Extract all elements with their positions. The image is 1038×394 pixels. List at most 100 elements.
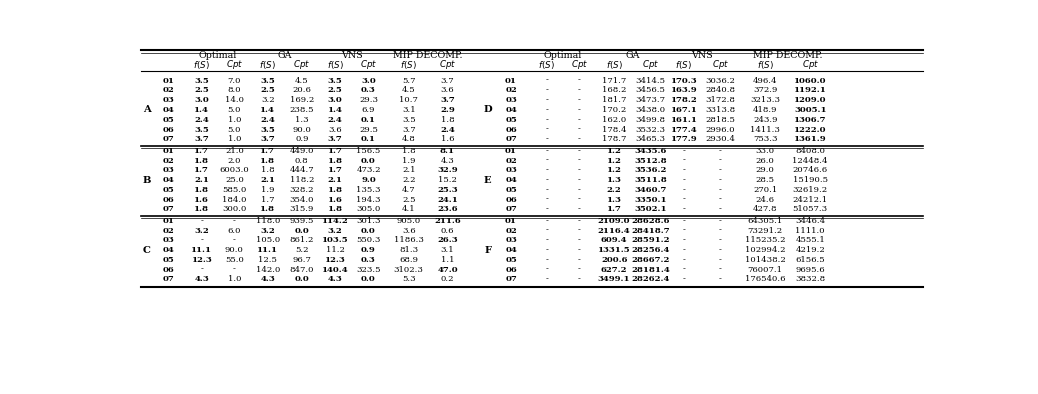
Text: 24.1: 24.1: [437, 196, 458, 204]
Text: 6156.5: 6156.5: [795, 256, 825, 264]
Text: 1.7: 1.7: [194, 166, 210, 174]
Text: 1.8: 1.8: [194, 156, 210, 165]
Text: -: -: [719, 176, 721, 184]
Text: -: -: [545, 186, 548, 194]
Text: -: -: [578, 186, 580, 194]
Text: 28628.6: 28628.6: [631, 217, 670, 225]
Text: 0.1: 0.1: [361, 135, 376, 143]
Text: 21.0: 21.0: [225, 147, 244, 155]
Text: -: -: [682, 246, 685, 254]
Text: E: E: [484, 176, 492, 184]
Text: 3.6: 3.6: [441, 86, 455, 95]
Text: 3.1: 3.1: [402, 106, 415, 114]
Text: 115235.2: 115235.2: [745, 236, 786, 244]
Text: 3313.8: 3313.8: [705, 106, 735, 114]
Text: 905.0: 905.0: [397, 217, 420, 225]
Text: 03: 03: [506, 96, 517, 104]
Text: -: -: [233, 266, 236, 274]
Text: 328.2: 328.2: [290, 186, 315, 194]
Text: 3.0: 3.0: [194, 96, 210, 104]
Text: -: -: [682, 227, 685, 234]
Text: $Cpt$: $Cpt$: [225, 58, 243, 71]
Text: 1.8: 1.8: [328, 205, 343, 214]
Text: 1331.5: 1331.5: [598, 246, 630, 254]
Text: 5.3: 5.3: [402, 275, 415, 283]
Text: 1.7: 1.7: [261, 147, 275, 155]
Text: 0.0: 0.0: [295, 227, 309, 234]
Text: 01: 01: [506, 77, 517, 85]
Text: 73291.2: 73291.2: [747, 227, 783, 234]
Text: 3438.0: 3438.0: [635, 106, 665, 114]
Text: 06: 06: [506, 126, 517, 134]
Text: 02: 02: [506, 86, 517, 95]
Text: 1306.7: 1306.7: [794, 116, 826, 124]
Text: 1.8: 1.8: [261, 156, 275, 165]
Text: MIP DECOMP.: MIP DECOMP.: [393, 51, 463, 60]
Text: 178.2: 178.2: [671, 96, 698, 104]
Text: 3.0: 3.0: [361, 77, 376, 85]
Text: 32.9: 32.9: [437, 166, 458, 174]
Text: -: -: [719, 246, 721, 254]
Text: 06: 06: [163, 126, 174, 134]
Text: -: -: [578, 106, 580, 114]
Text: 3.7: 3.7: [328, 135, 343, 143]
Text: F: F: [485, 245, 491, 255]
Text: 1.1: 1.1: [441, 256, 455, 264]
Text: 03: 03: [506, 236, 517, 244]
Text: 3005.1: 3005.1: [794, 106, 826, 114]
Text: 194.3: 194.3: [356, 196, 381, 204]
Text: 3213.3: 3213.3: [750, 96, 781, 104]
Text: 3.6: 3.6: [328, 126, 342, 134]
Text: 1.3: 1.3: [606, 176, 622, 184]
Text: 90.0: 90.0: [293, 126, 311, 134]
Text: 15.2: 15.2: [438, 176, 457, 184]
Text: 2.5: 2.5: [328, 86, 343, 95]
Text: -: -: [545, 126, 548, 134]
Text: 3.5: 3.5: [402, 116, 415, 124]
Text: 0.9: 0.9: [361, 246, 376, 254]
Text: 1.8: 1.8: [328, 186, 343, 194]
Text: 2.4: 2.4: [194, 116, 210, 124]
Text: 156.5: 156.5: [356, 147, 381, 155]
Text: $Cpt$: $Cpt$: [801, 58, 819, 71]
Text: 0.0: 0.0: [361, 275, 376, 283]
Text: 01: 01: [163, 217, 174, 225]
Text: 05: 05: [506, 116, 517, 124]
Text: 496.4: 496.4: [753, 77, 777, 85]
Text: 04: 04: [506, 106, 517, 114]
Text: 90.0: 90.0: [225, 246, 244, 254]
Text: 4.7: 4.7: [402, 186, 415, 194]
Text: 585.0: 585.0: [222, 186, 247, 194]
Text: 177.9: 177.9: [671, 135, 698, 143]
Text: $f(S)$: $f(S)$: [757, 59, 773, 71]
Text: 81.3: 81.3: [400, 246, 418, 254]
Text: -: -: [578, 196, 580, 204]
Text: 0.0: 0.0: [361, 227, 376, 234]
Text: 3532.3: 3532.3: [635, 126, 665, 134]
Text: GA: GA: [625, 51, 639, 60]
Text: 167.1: 167.1: [671, 106, 698, 114]
Text: 3499.1: 3499.1: [598, 275, 630, 283]
Text: -: -: [682, 217, 685, 225]
Text: 2.4: 2.4: [328, 116, 343, 124]
Text: 02: 02: [163, 86, 174, 95]
Text: -: -: [578, 205, 580, 214]
Text: 25.0: 25.0: [225, 176, 244, 184]
Text: 3.7: 3.7: [402, 126, 415, 134]
Text: $f(S)$: $f(S)$: [539, 59, 555, 71]
Text: 4.5: 4.5: [295, 77, 308, 85]
Text: 06: 06: [163, 266, 174, 274]
Text: 305.0: 305.0: [356, 205, 381, 214]
Text: 12.3: 12.3: [191, 256, 212, 264]
Text: 1.6: 1.6: [194, 196, 210, 204]
Text: 2.1: 2.1: [328, 176, 343, 184]
Text: 184.0: 184.0: [222, 196, 247, 204]
Text: 3460.7: 3460.7: [634, 186, 666, 194]
Text: 3512.8: 3512.8: [634, 156, 666, 165]
Text: 28262.4: 28262.4: [631, 275, 670, 283]
Text: 3.7: 3.7: [440, 96, 455, 104]
Text: 105.0: 105.0: [255, 236, 280, 244]
Text: 12.5: 12.5: [258, 256, 277, 264]
Text: 26.3: 26.3: [437, 236, 458, 244]
Text: 0.1: 0.1: [361, 116, 376, 124]
